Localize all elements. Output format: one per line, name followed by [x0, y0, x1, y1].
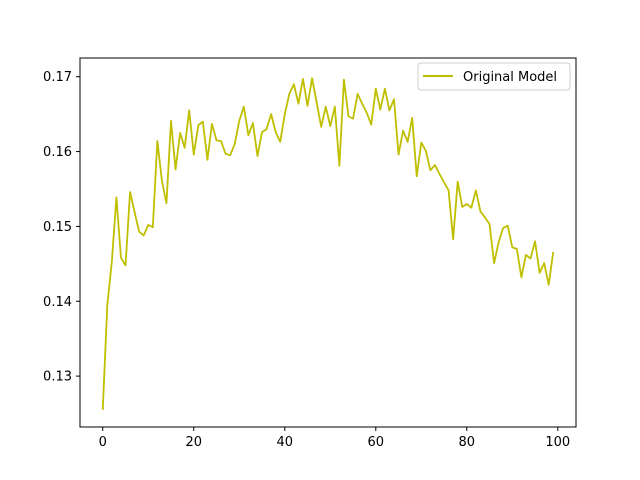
axes-frame: [79, 57, 577, 428]
legend: Original Model: [417, 62, 571, 91]
y-axis-ticks: 0.13 0.14 0.15 0.16 0.17: [43, 70, 80, 385]
x-tick-label: 0: [99, 435, 107, 450]
x-tick-label: 80: [459, 435, 476, 450]
x-tick-label: 60: [368, 435, 385, 450]
x-tick-label: 20: [185, 435, 202, 450]
legend-box: [417, 62, 571, 91]
y-tick-label: 0.14: [43, 295, 72, 310]
x-tick-label: 100: [545, 435, 570, 450]
y-tick-label: 0.13: [43, 370, 72, 385]
x-axis-ticks: 0 20 40 60 80 100: [99, 427, 570, 450]
series-line-0: [101, 77, 555, 410]
axes-layer: [79, 57, 577, 428]
y-tick-label: 0.15: [43, 220, 72, 235]
y-tick-label: 0.17: [43, 70, 72, 85]
series-layer: [101, 77, 555, 410]
x-tick-label: 40: [276, 435, 293, 450]
y-tick-label: 0.16: [43, 145, 72, 160]
legend-label-original-model: Original Model: [463, 70, 557, 85]
